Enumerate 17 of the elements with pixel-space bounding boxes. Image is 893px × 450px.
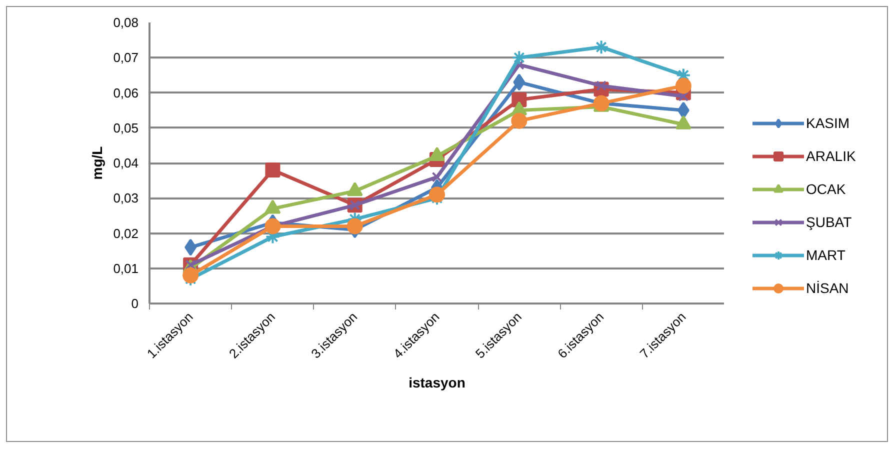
x-axis-title: istasyon <box>408 374 466 390</box>
legend-label: KASIM <box>806 115 850 131</box>
y-tick-label: 0,06 <box>113 85 139 100</box>
legend-label: NİSAN <box>806 280 849 296</box>
y-axis-title: mg/L <box>89 146 106 180</box>
legend-label: ARALIK <box>806 148 856 164</box>
y-tick-label: 0,03 <box>113 190 139 206</box>
legend-label: OCAK <box>806 181 846 197</box>
y-tick-label: 0,01 <box>113 260 139 276</box>
legend-label: ŞUBAT <box>806 214 852 230</box>
y-tick-label: 0,04 <box>113 156 139 170</box>
legend-label: MART <box>806 247 846 263</box>
y-tick-label: 0 <box>131 296 139 311</box>
y-tick-label: 0,05 <box>113 120 139 136</box>
y-tick-label: 0,07 <box>113 50 139 66</box>
y-tick-label: 0,02 <box>113 226 139 241</box>
y-tick-label: 0,08 <box>113 15 139 30</box>
